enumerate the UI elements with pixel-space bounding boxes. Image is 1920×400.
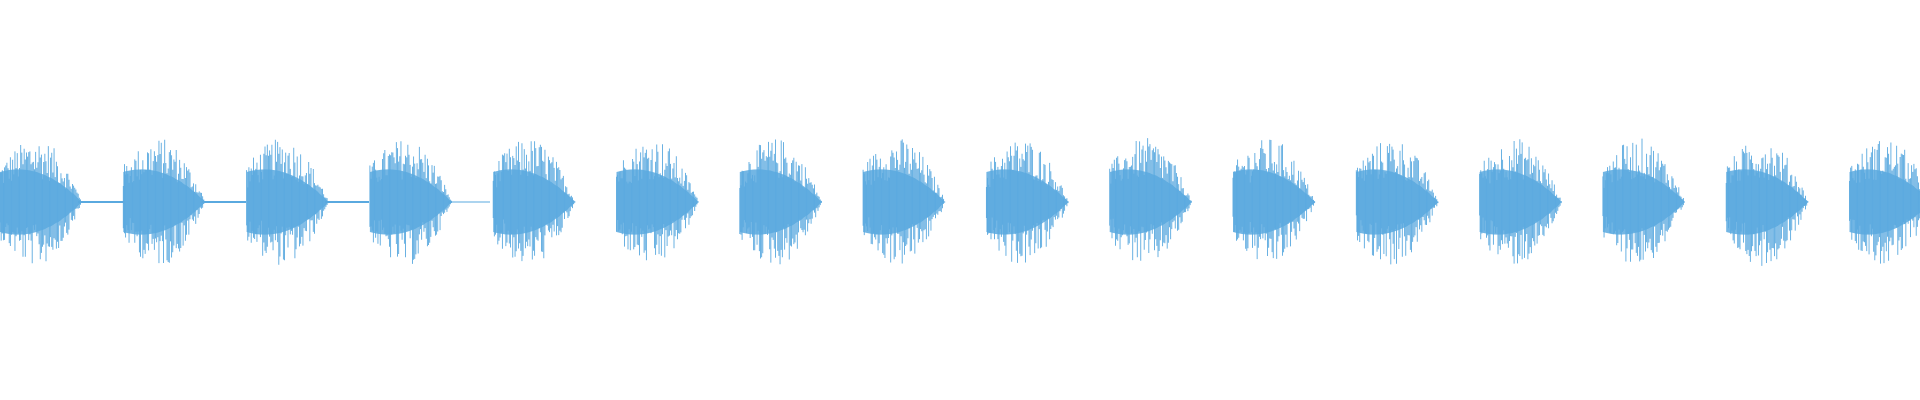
- waveform-core: [1233, 169, 1315, 235]
- waveform-core: [0, 169, 82, 235]
- waveform-core: [1726, 169, 1809, 235]
- waveform-core: [986, 169, 1069, 235]
- waveform-core: [863, 169, 946, 235]
- waveform-core: [616, 169, 699, 235]
- waveform-core: [246, 169, 329, 235]
- waveform-core: [1356, 169, 1439, 235]
- waveform-core: [123, 169, 206, 235]
- waveform-core: [1602, 169, 1685, 235]
- waveform-core: [1479, 169, 1562, 235]
- waveform-core: [493, 169, 576, 235]
- waveform-core: [1109, 169, 1192, 235]
- waveform-core: [1849, 169, 1920, 235]
- waveform-core: [739, 169, 822, 235]
- waveform-core: [369, 169, 452, 235]
